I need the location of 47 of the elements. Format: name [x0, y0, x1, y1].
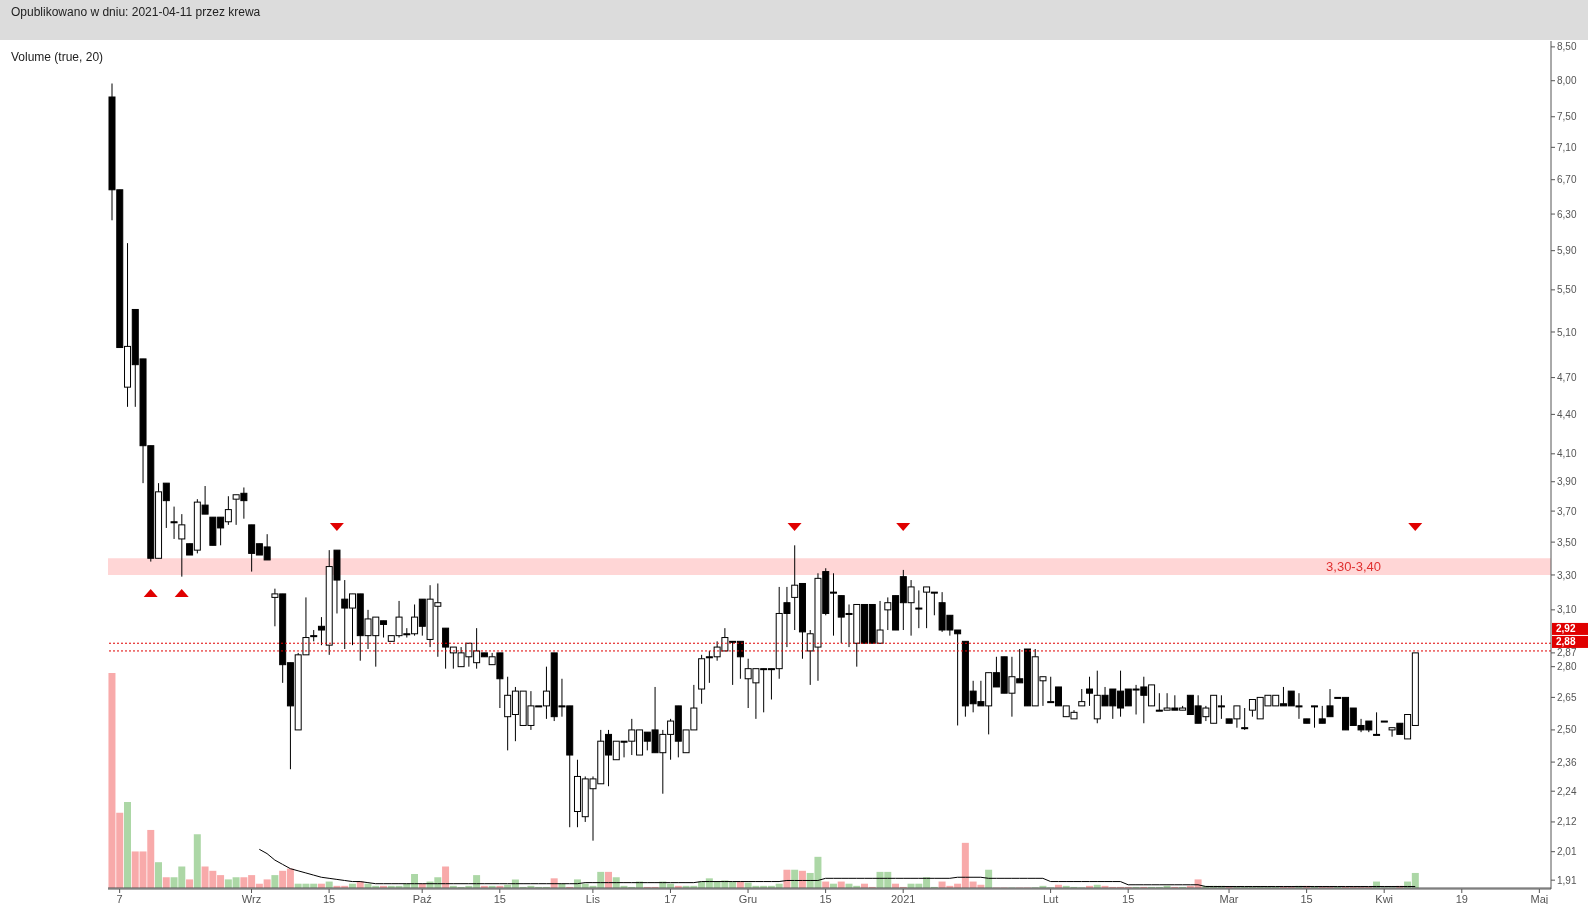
y-tick-label: 7,10: [1557, 141, 1577, 153]
band-label: 3,30-3,40: [1326, 559, 1381, 575]
chart-title: Opublikowano w dniu: 2021-04-11 przez krewa: [11, 5, 261, 19]
x-tick-label: Lut: [1042, 892, 1059, 904]
legend-label: 2,88: [1556, 636, 1576, 648]
x-tick-label: Kwi: [1375, 892, 1394, 904]
y-tick-label: 2,87: [1557, 647, 1577, 659]
y-tick-label: 2,12: [1557, 816, 1577, 828]
y-tick-label: 1,91: [1557, 874, 1577, 886]
y-tick-label: 8,00: [1557, 75, 1577, 87]
y-tick-label: 3,90: [1557, 476, 1577, 488]
x-tick-label: 15: [1122, 892, 1135, 904]
x-tick-label: 7: [116, 892, 123, 904]
y-tick-label: 8,50: [1557, 41, 1577, 53]
y-tick-label: 7,50: [1557, 111, 1577, 123]
x-tick-label: Mar: [1219, 892, 1239, 904]
x-tick-label: 15: [493, 892, 506, 904]
text: Volume (true, 20): [11, 50, 104, 64]
x-tick-label: 2021: [890, 892, 916, 904]
y-tick-label: 2,80: [1557, 661, 1577, 673]
y-tick-label: 2,01: [1557, 846, 1577, 858]
x-tick-label: Wrz: [241, 892, 262, 904]
x-tick-label: 19: [1455, 892, 1468, 904]
ref-line-label: 2,92: [1556, 623, 1576, 635]
y-tick-label: 4,40: [1557, 408, 1577, 420]
x-tick-label: Paź: [412, 892, 432, 904]
x-tick-label: Gru: [738, 892, 758, 904]
y-tick-label: 3,30: [1557, 569, 1577, 581]
y-tick-label: 2,36: [1557, 756, 1577, 768]
x-tick-label: Lis: [585, 892, 601, 904]
y-tick-label: 4,70: [1557, 372, 1577, 384]
y-tick-label: 6,30: [1557, 208, 1577, 220]
x-tick-label: 15: [1300, 892, 1313, 904]
y-tick-label: 3,50: [1557, 536, 1577, 548]
y-tick-label: 2,65: [1557, 691, 1577, 703]
y-tick-label: 5,50: [1557, 284, 1577, 296]
y-tick-label: 5,10: [1557, 326, 1577, 338]
y-tick-label: 3,70: [1557, 505, 1577, 517]
y-tick-label: 2,50: [1557, 724, 1577, 736]
y-tick-label: 3,10: [1557, 604, 1577, 616]
x-tick-label: 15: [819, 892, 832, 904]
y-tick-label: 2,24: [1557, 785, 1577, 797]
y-tick-label: 6,70: [1557, 174, 1577, 186]
x-tick-label: 15: [322, 892, 336, 904]
x-tick-label: 17: [664, 892, 677, 904]
y-tick-label: 5,90: [1557, 245, 1577, 257]
y-tick-label: 4,10: [1557, 448, 1577, 460]
